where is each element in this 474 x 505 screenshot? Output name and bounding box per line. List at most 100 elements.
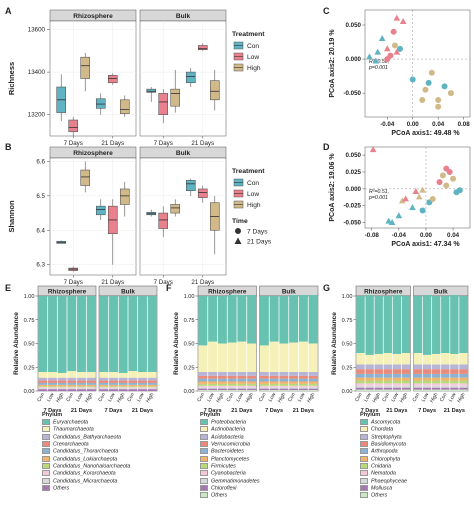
bar-segment xyxy=(86,388,96,390)
box-rhizosphere-21days-low xyxy=(107,73,118,85)
legend-label: Crenarchaeota xyxy=(53,441,89,448)
legend-item: Gemmatimonadetes xyxy=(200,477,260,485)
bar-segment xyxy=(38,384,48,387)
composition-panel-f: Relative Abundance 0.00 0.25 0.50 0.75 1.00 Rh… xyxy=(173,285,319,414)
bar-segment xyxy=(198,387,208,389)
bar-segment xyxy=(86,389,96,391)
bar-segment xyxy=(432,385,441,388)
bar-segment xyxy=(450,295,459,354)
bar-segment xyxy=(128,388,138,390)
bar-segment xyxy=(298,295,308,342)
bar-segment xyxy=(365,385,374,388)
plot-area xyxy=(49,20,137,137)
bar-segment xyxy=(259,390,269,391)
bar-segment xyxy=(99,372,109,378)
y-axis-label: Relative Abundance xyxy=(331,312,338,375)
bar-segment xyxy=(356,369,365,374)
bar-segment xyxy=(269,390,279,391)
bar-segment xyxy=(138,388,147,390)
y-tick-label: 13600 xyxy=(28,27,46,34)
bar-segment xyxy=(392,369,402,374)
x-tick-label: -0.04 xyxy=(392,232,407,239)
bar-segment xyxy=(208,390,218,391)
plot-area xyxy=(355,295,411,392)
legend-item: Candidatus_Lokiarchaeota xyxy=(42,455,130,463)
bar-segment xyxy=(247,295,257,344)
bar-segment xyxy=(109,377,118,381)
box-body xyxy=(95,98,106,109)
box-rhizosphere-7days-con xyxy=(56,240,67,244)
bar-segment xyxy=(77,387,86,389)
x-tick-label: High xyxy=(306,392,316,404)
bar-segment xyxy=(308,385,318,388)
bar-segment xyxy=(259,383,269,386)
bar-segment xyxy=(422,295,432,355)
box-rhizosphere-7days-con xyxy=(56,74,67,122)
bar-segment xyxy=(422,380,432,384)
facet-label: Bulk xyxy=(176,150,191,157)
bar-segment xyxy=(247,381,257,384)
legend-label: Nematoda xyxy=(371,470,396,477)
bar-segment xyxy=(279,375,289,379)
bar-segment xyxy=(401,377,411,381)
bar-segment xyxy=(227,381,237,384)
legend-swatch xyxy=(360,419,368,425)
box-body xyxy=(119,99,130,114)
legend-label: Con xyxy=(247,43,259,50)
bar-segment xyxy=(109,388,118,390)
bar-segment xyxy=(432,369,441,374)
y-axis-label: PCoA axis2: 19.06 % xyxy=(329,153,336,222)
scatter-point xyxy=(447,90,454,97)
bar-segment xyxy=(365,387,374,390)
bar-segment xyxy=(269,296,279,342)
box-body xyxy=(146,88,157,93)
scatter-point xyxy=(439,172,446,179)
legend-label: Gemmatimonadetes xyxy=(211,478,260,485)
plot-area xyxy=(139,20,227,137)
bar-segment xyxy=(48,388,57,390)
bar-segment xyxy=(298,383,308,386)
legend-label: Chlorophyta xyxy=(371,456,401,463)
scatter-point xyxy=(412,187,420,194)
box-body xyxy=(185,180,196,191)
y-axis-label: Richness xyxy=(7,62,16,95)
legend-label: Firmicutes xyxy=(211,463,236,470)
legend-item: Candidatus_Thorarchaeota xyxy=(42,448,130,455)
bar-segment xyxy=(208,341,218,372)
legend-label: Streptophyta xyxy=(371,434,402,441)
x-tick-label: Con xyxy=(354,392,364,403)
legend-label: Others xyxy=(53,485,70,492)
legend-label: Low xyxy=(247,54,259,61)
x-tick-label: 0.00 xyxy=(407,121,420,128)
box-rhizosphere-7days-low xyxy=(68,116,79,136)
bar-segment xyxy=(109,387,118,389)
bar-segment xyxy=(118,382,128,385)
bar-segment xyxy=(459,364,468,370)
bar-segment xyxy=(138,377,147,381)
box-rhizosphere-7days-high xyxy=(80,161,91,193)
bar-segment xyxy=(109,372,118,378)
x-tick-label: High xyxy=(55,392,65,404)
bar-segment xyxy=(374,383,383,386)
x-tick-label: Low xyxy=(107,392,117,403)
time-label: 21 Days xyxy=(444,408,465,414)
plot-area xyxy=(364,9,471,118)
bar-segment xyxy=(289,383,299,386)
bar-segment xyxy=(308,387,318,389)
bar-segment xyxy=(289,385,299,388)
bar-segment xyxy=(38,386,48,388)
y-tick-label: 0.00 xyxy=(24,389,35,395)
bar-segment xyxy=(247,388,257,391)
bar-segment xyxy=(237,383,247,386)
bar-segment xyxy=(198,383,208,386)
bar-segment xyxy=(401,373,411,378)
facet-label: Rhizosphere xyxy=(208,289,247,296)
bar-segment xyxy=(450,383,459,386)
x-tick-label: Low xyxy=(448,392,458,403)
x-tick-label: 21 Days xyxy=(191,279,214,286)
x-tick-label: 0.08 xyxy=(458,121,471,128)
bar-segment xyxy=(38,388,48,390)
bar-segment xyxy=(217,296,227,344)
bar-segment xyxy=(227,387,237,389)
bar-segment xyxy=(308,343,318,372)
